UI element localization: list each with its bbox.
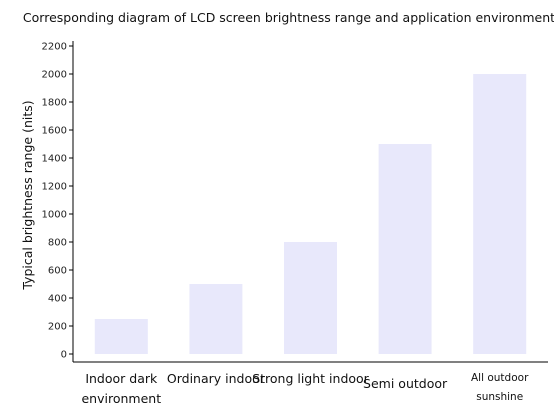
y-tick-label: 1600: [42, 126, 67, 137]
y-tick-label: 2000: [42, 70, 67, 81]
x-category-label: All outdoor: [471, 372, 529, 384]
x-labels-group: Indoor dark environment Ordinary indoorStr…: [81, 371, 529, 406]
y-tick-label: 2200: [42, 42, 67, 53]
x-category-label: Semi outdoor: [363, 376, 448, 391]
y-tick-label: 0: [61, 350, 67, 361]
y-tick-label: 1200: [42, 182, 67, 193]
bars-group: [94, 74, 527, 354]
y-axis-label: Typical brightness range (nits): [20, 100, 35, 290]
bar: [189, 284, 243, 354]
x-category-label: Indoor dark: [85, 371, 158, 386]
y-tick-label: 200: [48, 322, 67, 333]
x-category-label: Strong light indoor: [252, 371, 369, 386]
axes-group: [72, 41, 548, 363]
y-tick-label: 1800: [42, 98, 67, 109]
y-tick-label: 1000: [42, 210, 67, 221]
y-tick-label: 600: [48, 266, 67, 277]
y-tick-label: 1400: [42, 154, 67, 165]
bar: [284, 242, 337, 354]
x-category-label: sunshine: [476, 391, 523, 403]
bar: [94, 319, 148, 354]
y-tick-label: 400: [48, 294, 67, 305]
chart-title: Corresponding diagram of LCD screen brig…: [23, 10, 554, 25]
bar: [378, 144, 432, 354]
x-category-label: environment: [81, 391, 161, 406]
y-tick-label: 800: [48, 238, 67, 249]
bar: [473, 74, 527, 354]
y-ticks-group: 0 200 400 600 800 1000 1200 1400 1600 1800 2000 220…: [42, 42, 73, 361]
x-category-label: Ordinary indoor: [167, 371, 266, 386]
